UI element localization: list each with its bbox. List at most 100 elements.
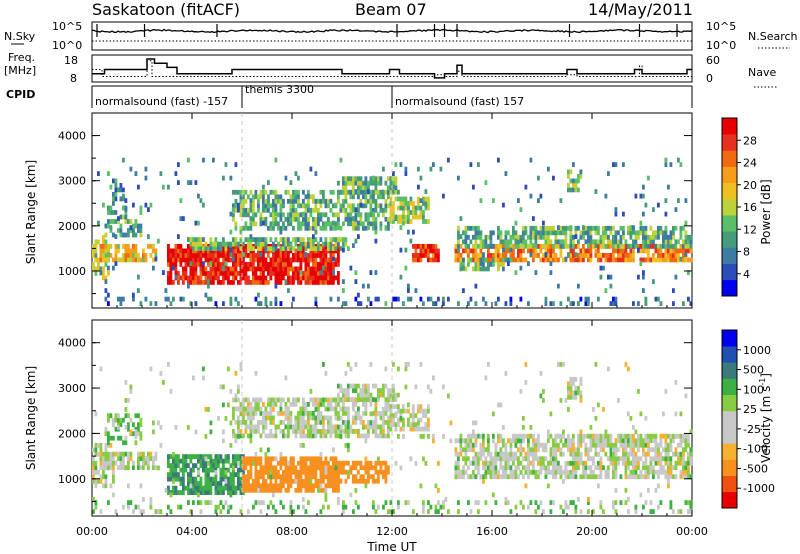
echo-cell: [279, 257, 283, 263]
echo-cell: [474, 474, 478, 480]
echo-cell: [217, 485, 220, 491]
echo-cell: [307, 253, 310, 258]
echo-cell: [534, 270, 538, 275]
echo-cell: [527, 442, 530, 448]
echo-cell: [279, 465, 283, 471]
echo-cell: [219, 262, 223, 267]
echo-cell: [134, 257, 138, 263]
echo-cell: [532, 234, 535, 240]
echo-cell: [257, 301, 260, 306]
echo-cell: [104, 239, 108, 245]
echo-cell: [234, 271, 238, 276]
echo-cell: [384, 180, 388, 186]
echo-cell: [114, 178, 118, 184]
echo-cell: [632, 243, 635, 249]
echo-cell: [684, 198, 688, 203]
echo-cell: [327, 406, 330, 412]
echo-cell: [564, 234, 568, 240]
echo-cell: [354, 189, 358, 194]
echo-cell: [287, 266, 290, 272]
echo-cell: [539, 371, 543, 376]
echo-cell: [157, 509, 160, 514]
echo-cell: [277, 487, 280, 493]
echo-cell: [274, 465, 278, 471]
echo-cell: [482, 257, 485, 263]
echo-cell: [544, 252, 548, 257]
echo-cell: [299, 425, 303, 430]
echo-cell: [232, 454, 235, 459]
echo-cell: [594, 433, 598, 439]
echo-cell: [307, 225, 310, 231]
echo-cell: [514, 469, 518, 475]
echo-cell: [354, 207, 358, 212]
echo-cell: [287, 461, 290, 466]
echo-cell: [414, 461, 418, 466]
echo-cell: [132, 248, 135, 254]
echo-cell: [424, 244, 428, 249]
echo-cell: [522, 465, 525, 471]
echo-cell: [267, 469, 270, 475]
echo-cell: [199, 485, 203, 491]
echo-cell: [527, 465, 530, 471]
echo-cell: [579, 390, 583, 396]
echo-cell: [289, 415, 293, 421]
echo-cell: [367, 424, 370, 430]
echo-cell: [102, 456, 105, 461]
echo-cell: [327, 262, 330, 267]
echo-cell: [507, 257, 510, 263]
echo-cell: [269, 465, 273, 471]
echo-cell: [112, 461, 115, 466]
echo-cell: [324, 280, 328, 285]
echo-cell: [527, 474, 530, 480]
echo-cell: [574, 234, 578, 239]
echo-cell: [329, 271, 333, 276]
echo-cell: [139, 509, 143, 514]
echo-cell: [324, 483, 328, 489]
echo-cell: [642, 442, 645, 448]
echo-cell: [502, 451, 505, 457]
echo-cell: [529, 239, 533, 245]
echo-cell: [672, 257, 675, 263]
echo-cell: [112, 257, 115, 263]
echo-cell: [562, 243, 565, 249]
echo-cell: [482, 239, 485, 245]
echo-cell: [317, 429, 320, 434]
echo-cell: [224, 253, 228, 258]
echo-cell: [389, 389, 393, 394]
echo-cell: [497, 296, 500, 302]
echo-cell: [254, 189, 258, 195]
echo-cell: [539, 469, 543, 475]
echo-cell: [102, 465, 105, 470]
echo-cell: [132, 509, 135, 514]
echo-cell: [574, 376, 578, 382]
echo-cell: [122, 465, 125, 470]
echo-cell: [674, 257, 678, 263]
echo-cell: [609, 301, 613, 306]
echo-cell: [312, 456, 315, 462]
echo-cell: [139, 417, 143, 423]
echo-cell: [192, 375, 195, 381]
echo-cell: [374, 397, 378, 403]
echo-cell: [469, 225, 473, 231]
echo-cell: [364, 483, 368, 489]
echo-cell: [287, 415, 290, 421]
echo-cell: [147, 460, 150, 466]
echo-cell: [264, 425, 268, 430]
echo-cell: [327, 478, 330, 484]
echo-cell: [427, 248, 430, 254]
echo-cell: [304, 266, 308, 272]
echo-cell: [569, 394, 573, 400]
echo-cell: [299, 456, 303, 462]
echo-cell: [222, 490, 225, 495]
echo-cell: [482, 460, 485, 466]
echo-cell: [564, 239, 568, 245]
echo-cell: [352, 203, 355, 209]
echo-cell: [329, 207, 333, 213]
echo-cell: [659, 456, 663, 462]
echo-cell: [284, 411, 288, 417]
echo-cell: [577, 497, 580, 502]
echo-cell: [217, 266, 220, 272]
echo-cell: [462, 474, 465, 480]
echo-cell: [197, 481, 200, 486]
echo-cell: [244, 478, 248, 484]
